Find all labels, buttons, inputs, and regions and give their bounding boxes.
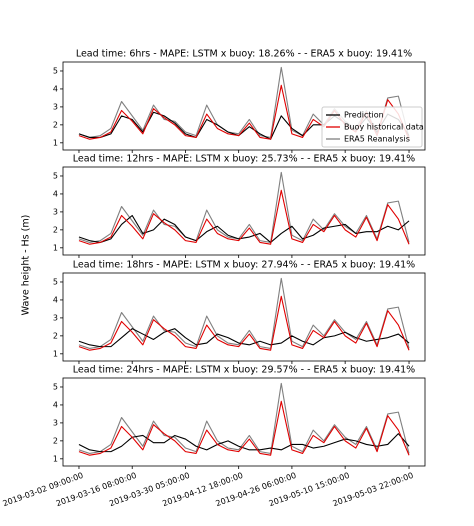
series-line (78, 433, 410, 453)
y-tick-label: 2 (53, 436, 58, 445)
y-tick-label: 4 (53, 400, 58, 409)
y-tick-label: 1 (53, 138, 58, 147)
plot-frame (62, 166, 426, 256)
y-tick-label: 4 (53, 295, 58, 304)
subplot-title: Lead time: 18hrs - MAPE: LSTM x buoy: 27… (73, 260, 415, 271)
legend-box (321, 106, 423, 148)
y-tick-label: 3 (53, 207, 58, 216)
y-tick-label: 2 (53, 120, 58, 129)
y-tick-label: 1 (53, 454, 58, 463)
y-tick-label: 5 (53, 382, 58, 391)
series-line (78, 328, 410, 348)
legend-label: Prediction (344, 111, 384, 120)
subplot-title: Lead time: 24hrs - MAPE: LSTM x buoy: 29… (73, 365, 415, 376)
y-tick-label: 1 (53, 243, 58, 252)
y-tick-label: 3 (53, 313, 58, 322)
series-line (78, 214, 410, 243)
series-line (78, 400, 410, 456)
plot-frame (62, 377, 426, 467)
y-tick-label: 4 (53, 189, 58, 198)
series-line (78, 189, 410, 245)
legend-label: Buoy historical data (344, 123, 424, 132)
y-axis-label: Wave height - Hs (m) (21, 215, 32, 316)
y-tick-label: 5 (53, 277, 58, 286)
subplot-title: Lead time: 6hrs - MAPE: LSTM x buoy: 18.… (76, 49, 412, 60)
y-tick-label: 5 (53, 171, 58, 180)
y-tick-label: 2 (53, 225, 58, 234)
series-line (78, 382, 410, 454)
plot-frame (62, 272, 426, 362)
series-line (78, 277, 410, 349)
y-tick-label: 3 (53, 418, 58, 427)
series-line (78, 295, 410, 351)
legend-label: ERA5 Reanalysis (344, 135, 410, 144)
y-tick-label: 2 (53, 331, 58, 340)
y-tick-label: 3 (53, 102, 58, 111)
y-tick-label: 4 (53, 84, 58, 93)
subplot-title: Lead time: 12hrs - MAPE: LSTM x buoy: 25… (73, 154, 415, 165)
y-tick-label: 1 (53, 349, 58, 358)
series-line (78, 171, 410, 243)
y-tick-label: 5 (53, 66, 58, 75)
plot-frame (62, 61, 426, 151)
